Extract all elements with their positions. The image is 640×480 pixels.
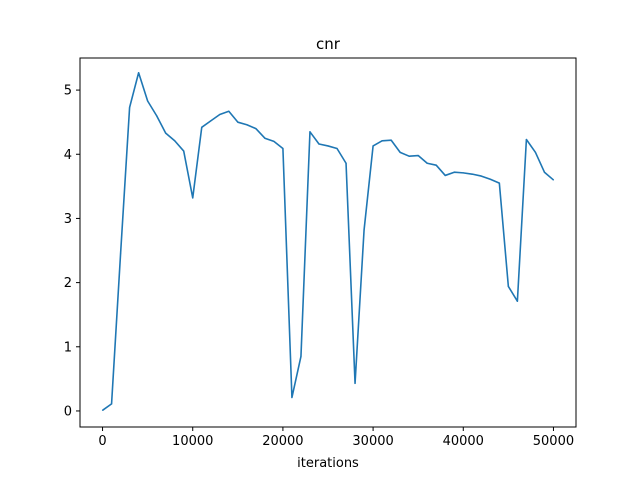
data-point — [507, 285, 509, 288]
data-point — [543, 171, 546, 173]
data-point — [345, 162, 347, 164]
x-tick-label: 20000 — [262, 434, 303, 449]
x-tick-label: 10000 — [172, 434, 213, 449]
data-point — [219, 113, 221, 116]
data-point — [273, 140, 275, 143]
y-tick-label: 5 — [64, 84, 72, 99]
x-tick-label: 0 — [98, 434, 106, 449]
data-point — [516, 300, 518, 302]
y-tick-label: 1 — [64, 340, 72, 355]
data-point — [480, 175, 482, 177]
data-point — [300, 355, 302, 358]
x-tick-label: 30000 — [352, 434, 393, 449]
data-point — [372, 145, 374, 147]
data-point — [444, 174, 446, 177]
data-point — [435, 164, 437, 166]
data-point — [390, 139, 392, 141]
y-tick-label: 0 — [64, 404, 72, 419]
data-point — [291, 396, 293, 399]
data-point — [318, 143, 320, 145]
data-point — [138, 72, 140, 74]
x-tick-label: 40000 — [443, 434, 484, 449]
plot-frame — [79, 57, 577, 428]
data-point — [119, 253, 122, 255]
data-point — [408, 155, 410, 157]
data-point — [489, 178, 491, 180]
y-tick-label: 3 — [64, 212, 72, 227]
data-point — [354, 382, 356, 384]
y-tick-label: 2 — [64, 276, 72, 291]
data-point — [363, 229, 365, 231]
data-point — [309, 131, 311, 133]
data-point — [417, 154, 419, 157]
data-point — [426, 162, 428, 164]
plot-area — [101, 71, 555, 411]
data-point — [147, 100, 149, 102]
data-point — [165, 132, 167, 134]
data-point — [399, 151, 401, 153]
data-point — [381, 140, 383, 142]
chart-title: cnr — [316, 35, 341, 53]
data-point — [336, 147, 338, 150]
data-point — [192, 197, 194, 199]
data-point — [246, 124, 248, 126]
data-point — [237, 121, 239, 123]
y-axis: 0 1 2 3 4 5 — [64, 84, 80, 419]
data-point — [174, 140, 176, 142]
x-axis: 0 10000 20000 30000 40000 50000 — [98, 427, 574, 449]
x-axis-label: iterations — [297, 456, 359, 471]
data-point — [101, 409, 104, 411]
data-point — [183, 150, 185, 152]
x-tick-label: 50000 — [533, 434, 574, 449]
data-point — [255, 127, 257, 130]
data-point — [129, 106, 131, 109]
data-point — [534, 151, 537, 153]
data-point — [264, 137, 266, 139]
data-point — [498, 182, 500, 184]
data-point — [156, 115, 158, 117]
data-point — [453, 171, 455, 173]
y-tick-label: 4 — [64, 148, 72, 163]
data-point — [110, 403, 113, 405]
data-point — [552, 179, 555, 181]
data-point — [462, 172, 464, 174]
data-point — [471, 173, 473, 175]
data-point — [282, 147, 284, 150]
data-point — [228, 110, 230, 112]
data-point — [525, 138, 528, 141]
data-point — [201, 126, 203, 128]
data-point — [327, 145, 329, 147]
data-point — [210, 120, 212, 122]
